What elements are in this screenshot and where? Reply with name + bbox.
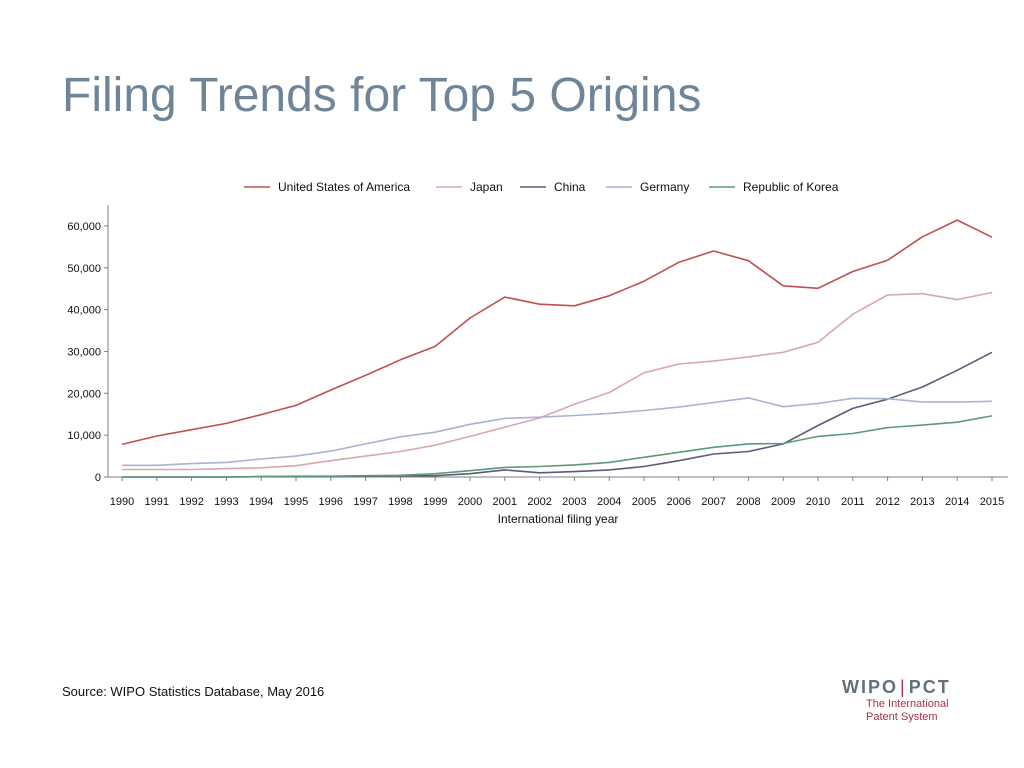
x-tick-label: 2005 [632,496,656,508]
legend-label: China [554,180,586,194]
x-tick-label: 1997 [353,496,377,508]
y-tick-label: 60,000 [67,221,101,233]
logo-pct: PCT [908,677,951,697]
y-tick-label: 10,000 [67,430,101,442]
legend-label: Republic of Korea [743,180,839,194]
chart-legend: United States of America Japan China German… [244,180,839,194]
x-axis-label: International filing year [498,512,619,526]
line-chart: United States of America Japan China German… [67,180,1008,526]
x-axis: 1990 1991 1992 1993 1994 1995 1996 1997 1998 1999… [108,476,1008,508]
logo-wipo: WIPO [842,677,898,697]
series-line-japan [122,291,993,471]
x-tick-label: 2007 [701,496,725,508]
x-tick-label: 2000 [458,496,482,508]
x-tick-label: 1999 [423,496,447,508]
x-tick-label: 2012 [875,496,899,508]
legend-label: Germany [640,180,689,194]
x-tick-label: 1994 [249,496,273,508]
legend-item-united-states-of-america: United States of America [244,180,410,194]
series-line-republic-of-korea [122,415,993,478]
x-tick-label: 2001 [493,496,517,508]
logo-divider: | [900,677,907,697]
legend-item-japan: Japan [436,180,503,194]
logo-wordmark: WIPO | PCT [842,677,972,698]
legend-item-germany: Germany [606,180,689,194]
logo-tagline-1: The International [866,698,949,710]
legend-label: United States of America [278,180,410,194]
source-note: Source: WIPO Statistics Database, May 20… [62,684,325,699]
x-tick-label: 1992 [179,496,203,508]
legend-item-republic-of-korea: Republic of Korea [709,180,839,194]
x-tick-label: 2015 [980,496,1004,508]
x-tick-label: 2010 [806,496,830,508]
x-tick-label: 2004 [597,496,621,508]
x-tick-label: 2008 [736,496,760,508]
logo-tagline-2: Patent System [866,711,938,723]
series-line-china [122,351,993,478]
x-tick-label: 2013 [910,496,934,508]
series-line-united-states-of-america [121,219,993,446]
y-tick-label: 30,000 [67,346,101,358]
x-tick-label: 1991 [145,496,169,508]
series-line-germany [122,397,993,467]
plot-lines [121,219,993,478]
y-tick-label: 20,000 [67,388,101,400]
x-tick-label: 1993 [214,496,238,508]
x-tick-label: 2014 [945,496,969,508]
slide-title: Filing Trends for Top 5 Origins [62,69,702,122]
x-tick-label: 2006 [667,496,691,508]
legend-item-china: China [520,180,586,194]
x-tick-label: 1998 [388,496,412,508]
y-tick-label: 40,000 [67,305,101,317]
y-axis: 0 10,000 20,000 30,000 40,000 50,000 60,000 [67,205,109,484]
wipo-pct-logo: WIPO | PCT The International Patent System [842,677,972,724]
x-tick-label: 2009 [771,496,795,508]
y-tick-label: 0 [95,472,101,484]
y-tick-label: 50,000 [67,263,101,275]
x-tick-label: 2003 [562,496,586,508]
x-tick-label: 1995 [284,496,308,508]
legend-label: Japan [470,180,503,194]
x-tick-label: 1990 [110,496,134,508]
x-tick-label: 2011 [841,496,865,508]
x-tick-label: 1996 [319,496,343,508]
x-tick-label: 2002 [527,496,551,508]
